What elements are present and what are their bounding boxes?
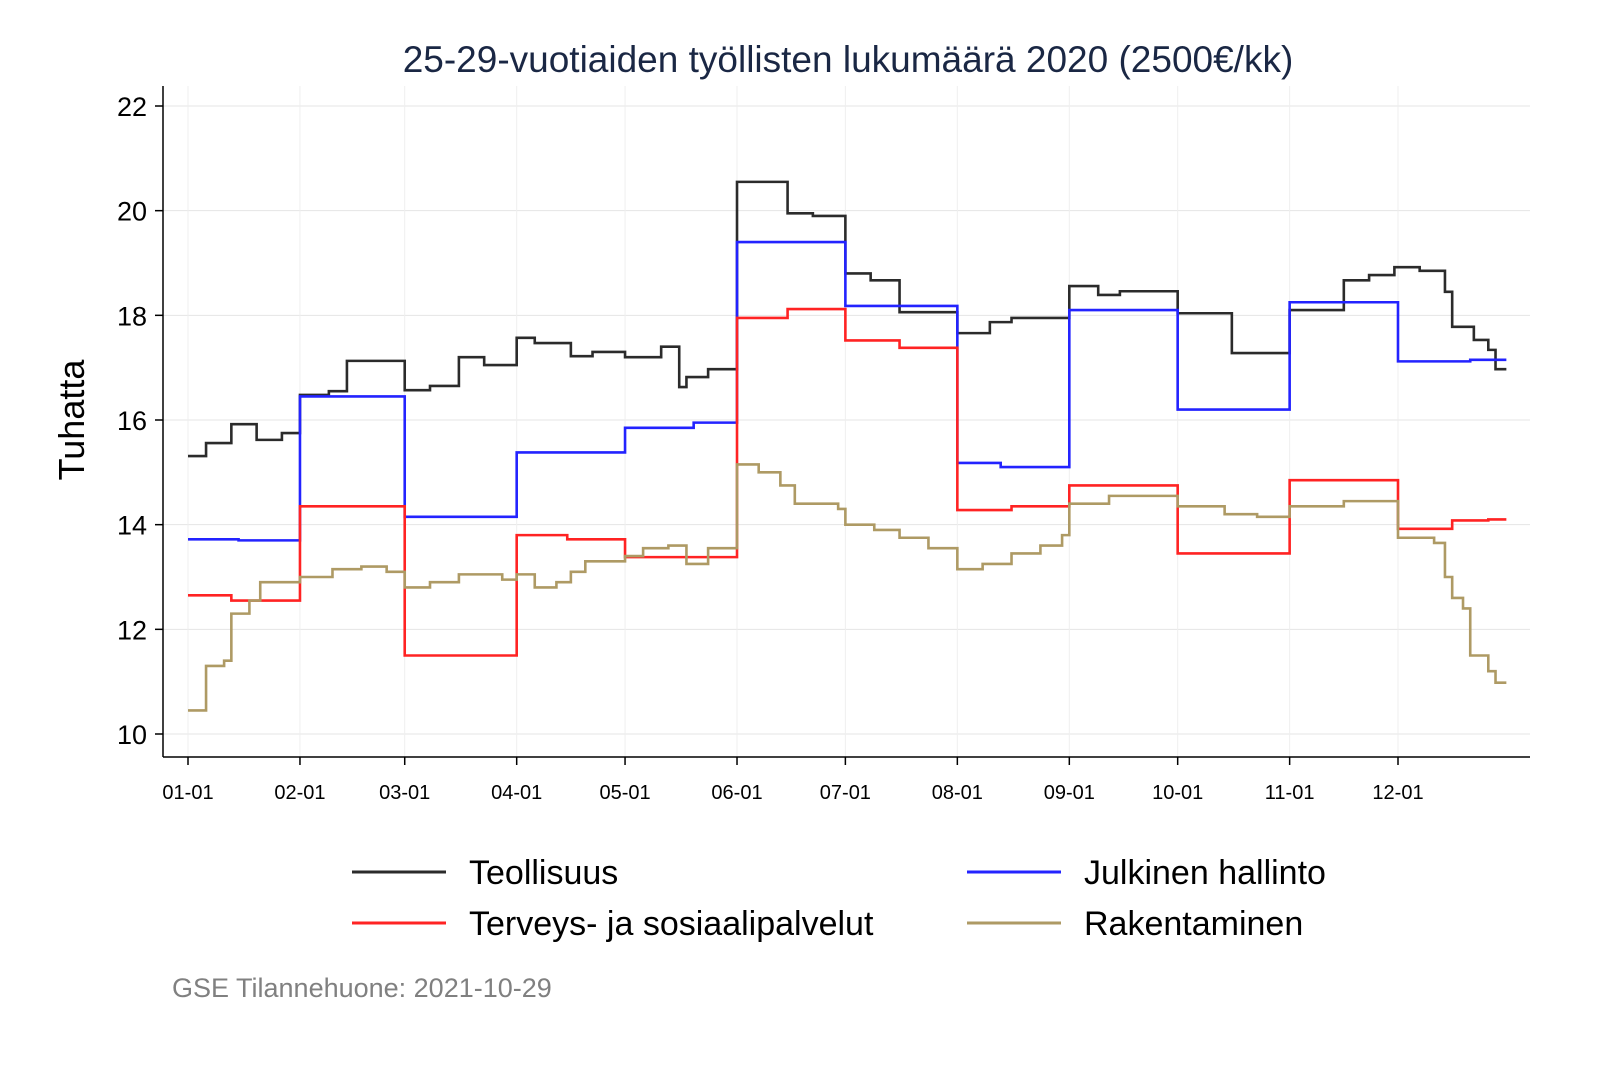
x-tick-label: 12-01 xyxy=(1372,782,1423,804)
x-tick-label: 01-01 xyxy=(162,782,213,804)
series-rakentaminen xyxy=(188,463,1507,712)
legend-label: Terveys- ja sosiaalipalvelut xyxy=(469,905,874,943)
x-tick-label: 05-01 xyxy=(599,782,650,804)
legend-item: Terveys- ja sosiaalipalvelut xyxy=(352,905,874,943)
y-tick-label: 22 xyxy=(117,92,147,122)
series-julkinen-hallinto xyxy=(188,240,1507,542)
x-tick-label: 07-01 xyxy=(820,782,871,804)
y-tick-label: 20 xyxy=(117,197,147,227)
y-tick-label: 18 xyxy=(117,301,147,331)
legend-label: Teollisuus xyxy=(469,854,618,892)
chart-title: 25-29-vuotiaiden työllisten lukumäärä 20… xyxy=(403,39,1294,80)
series-lines xyxy=(188,180,1507,712)
axes: 10 12 14 16 18 20 22 01-01 02-01 03-01 04-01 05-01 0… xyxy=(117,86,1530,804)
legend-item: Julkinen hallinto xyxy=(967,854,1326,892)
y-tick-label: 16 xyxy=(117,406,147,436)
y-tick-label: 10 xyxy=(117,720,147,750)
y-tick-label: 14 xyxy=(117,511,147,541)
x-tick-label: 09-01 xyxy=(1044,782,1095,804)
x-tick-label: 11-01 xyxy=(1265,782,1315,804)
y-tick-label: 12 xyxy=(117,615,147,645)
source-note: GSE Tilannehuone: 2021-10-29 xyxy=(172,973,552,1003)
series-terveys-ja-sosiaalipalvelut xyxy=(188,307,1507,657)
x-tick-label: 02-01 xyxy=(274,782,325,804)
y-axis-label: Tuhatta xyxy=(51,359,92,481)
x-tick-label: 08-01 xyxy=(932,782,983,804)
legend-item: Rakentaminen xyxy=(967,905,1303,943)
x-tick-label: 10-01 xyxy=(1152,782,1203,804)
legend-item: Teollisuus xyxy=(352,854,618,892)
x-tick-label: 04-01 xyxy=(491,782,542,804)
grid xyxy=(163,86,1530,757)
series-teollisuus xyxy=(188,180,1507,458)
legend-label: Rakentaminen xyxy=(1084,905,1303,943)
legend-label: Julkinen hallinto xyxy=(1084,854,1326,892)
x-tick-label: 06-01 xyxy=(711,782,762,804)
x-tick-label: 03-01 xyxy=(379,782,430,804)
legend: Teollisuus Julkinen hallinto Terveys- ja s… xyxy=(352,854,1326,943)
